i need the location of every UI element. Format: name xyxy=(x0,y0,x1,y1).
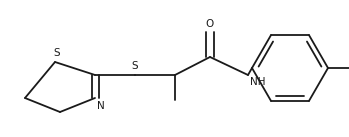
Text: S: S xyxy=(132,61,138,71)
Text: O: O xyxy=(206,19,214,29)
Text: NH: NH xyxy=(250,77,266,87)
Text: N: N xyxy=(97,101,105,111)
Text: S: S xyxy=(54,48,60,58)
